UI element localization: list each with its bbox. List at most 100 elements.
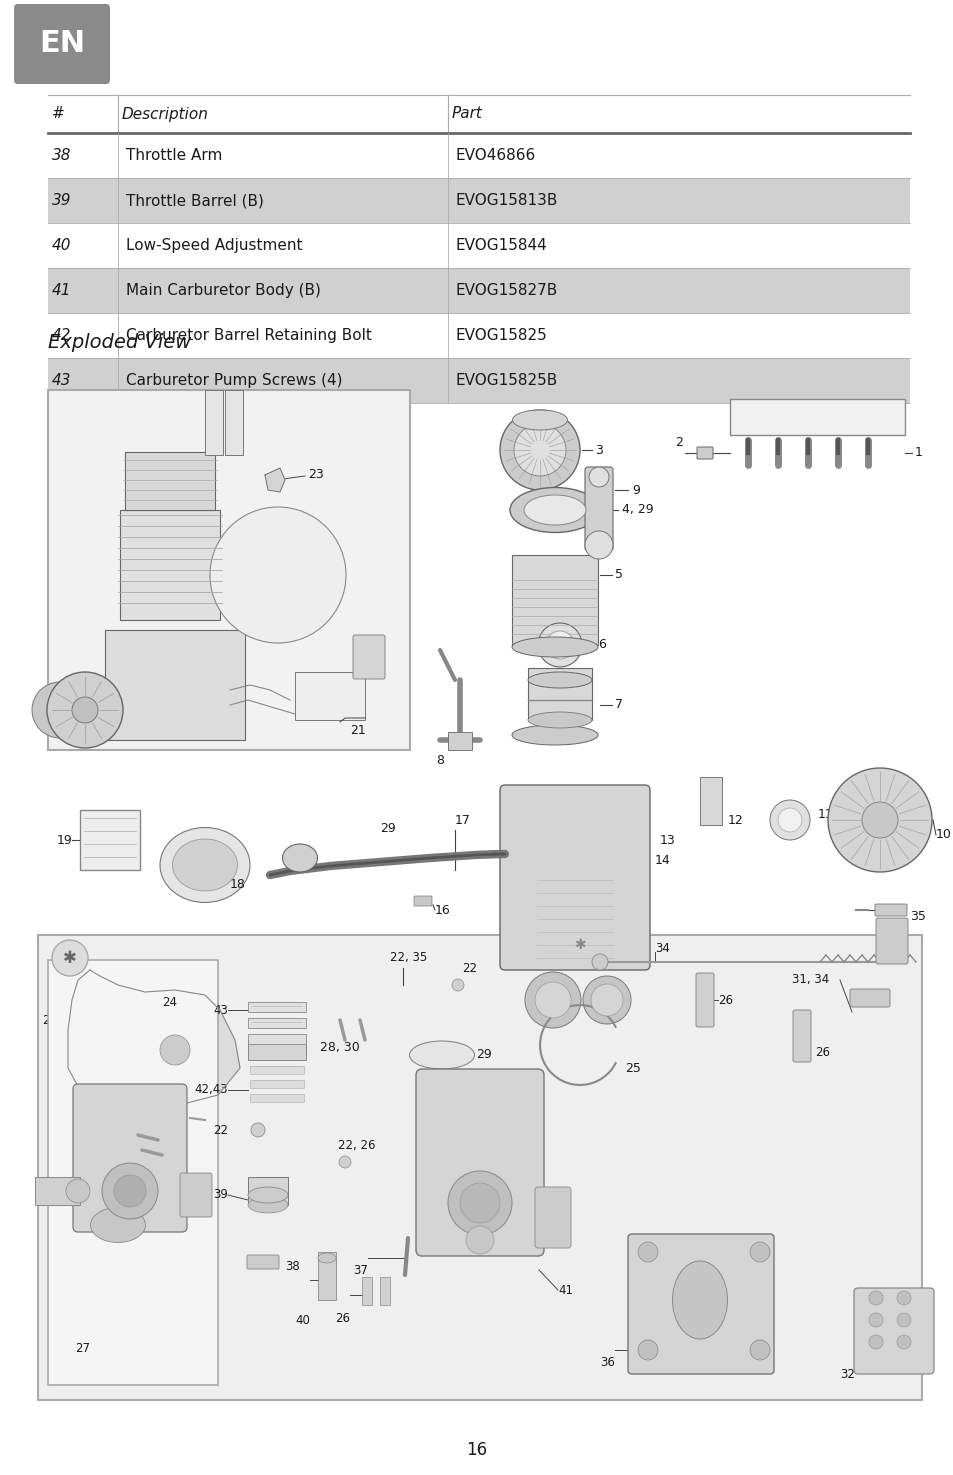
- Text: 13: 13: [659, 833, 675, 847]
- Ellipse shape: [282, 844, 317, 872]
- Text: 29: 29: [379, 822, 395, 835]
- Text: 42: 42: [52, 327, 71, 344]
- FancyBboxPatch shape: [414, 895, 432, 906]
- FancyBboxPatch shape: [792, 1010, 810, 1062]
- Circle shape: [868, 1313, 882, 1328]
- FancyBboxPatch shape: [853, 1288, 933, 1375]
- Bar: [38, 935, 921, 1400]
- Text: 6: 6: [598, 639, 605, 652]
- Circle shape: [452, 979, 463, 991]
- Text: 11: 11: [817, 808, 833, 822]
- Text: 38: 38: [52, 148, 71, 164]
- Text: 19: 19: [56, 833, 71, 847]
- Text: EVOG15813B: EVOG15813B: [456, 193, 558, 208]
- Text: 22: 22: [461, 962, 476, 975]
- Text: 37: 37: [353, 1264, 368, 1276]
- Text: EN: EN: [39, 30, 85, 59]
- Circle shape: [499, 410, 579, 490]
- Ellipse shape: [672, 1261, 727, 1339]
- FancyBboxPatch shape: [627, 1235, 773, 1375]
- FancyBboxPatch shape: [696, 974, 713, 1027]
- Text: 41: 41: [52, 283, 71, 298]
- Bar: [128, 1106, 156, 1120]
- Text: 34: 34: [655, 941, 669, 954]
- Circle shape: [338, 1156, 351, 1168]
- Text: 3: 3: [595, 444, 602, 456]
- Text: 26: 26: [718, 994, 732, 1006]
- Text: Description: Description: [122, 106, 209, 121]
- Circle shape: [524, 972, 580, 1028]
- Bar: [448, 732, 472, 749]
- FancyBboxPatch shape: [849, 990, 889, 1007]
- Text: 36: 36: [599, 1356, 615, 1369]
- FancyBboxPatch shape: [73, 1084, 187, 1232]
- Polygon shape: [265, 468, 285, 493]
- Circle shape: [582, 976, 630, 1024]
- Bar: [250, 1080, 304, 1089]
- Text: 24: 24: [162, 996, 177, 1009]
- Bar: [48, 268, 909, 313]
- Text: 42,43: 42,43: [194, 1084, 228, 1096]
- Text: ✱: ✱: [63, 948, 77, 968]
- Text: 2: 2: [675, 435, 682, 448]
- Text: 8: 8: [436, 754, 443, 767]
- Ellipse shape: [317, 1252, 335, 1263]
- Text: 28, 30: 28, 30: [319, 1041, 359, 1055]
- FancyBboxPatch shape: [875, 917, 907, 965]
- Bar: [248, 1177, 288, 1205]
- Bar: [48, 389, 410, 749]
- Bar: [379, 1277, 390, 1305]
- FancyBboxPatch shape: [697, 447, 712, 459]
- Text: 15: 15: [499, 848, 516, 861]
- Circle shape: [160, 1035, 190, 1065]
- Text: 17: 17: [455, 814, 471, 826]
- Circle shape: [459, 1183, 499, 1223]
- Circle shape: [588, 468, 608, 487]
- Circle shape: [32, 681, 88, 738]
- Circle shape: [638, 1339, 658, 1360]
- Bar: [120, 510, 220, 620]
- Circle shape: [638, 1242, 658, 1263]
- Bar: [48, 313, 909, 358]
- Circle shape: [537, 622, 581, 667]
- Bar: [35, 1177, 80, 1205]
- Bar: [317, 1252, 335, 1299]
- Circle shape: [113, 1176, 146, 1207]
- Text: EVOG15844: EVOG15844: [456, 237, 547, 254]
- Ellipse shape: [510, 488, 599, 532]
- Text: #: #: [52, 106, 65, 121]
- Text: EVO46866: EVO46866: [456, 148, 536, 164]
- Circle shape: [896, 1335, 910, 1350]
- Text: 35: 35: [909, 910, 925, 922]
- Bar: [250, 1094, 304, 1102]
- Bar: [361, 1277, 372, 1305]
- Circle shape: [778, 808, 801, 832]
- Circle shape: [868, 1291, 882, 1305]
- Text: 23: 23: [308, 468, 323, 481]
- Ellipse shape: [512, 637, 598, 656]
- FancyBboxPatch shape: [535, 1187, 571, 1248]
- Circle shape: [448, 1171, 512, 1235]
- Text: Carburetor Pump Screws (4): Carburetor Pump Screws (4): [126, 373, 342, 388]
- Text: Low-Speed Adjustment: Low-Speed Adjustment: [126, 237, 302, 254]
- Circle shape: [749, 1339, 769, 1360]
- Bar: [248, 1018, 306, 1028]
- Text: 22, 26: 22, 26: [337, 1139, 375, 1152]
- Text: Throttle Barrel (B): Throttle Barrel (B): [126, 193, 264, 208]
- Circle shape: [749, 1242, 769, 1263]
- Text: 16: 16: [435, 904, 450, 916]
- Bar: [248, 1002, 306, 1012]
- Text: EVOG15825: EVOG15825: [456, 327, 547, 344]
- Text: 39: 39: [52, 193, 71, 208]
- Circle shape: [592, 954, 607, 971]
- Text: 9: 9: [631, 484, 639, 497]
- Bar: [48, 178, 909, 223]
- Bar: [48, 960, 218, 1385]
- Bar: [205, 389, 223, 454]
- Circle shape: [102, 1162, 158, 1218]
- Text: 1: 1: [914, 447, 922, 460]
- FancyBboxPatch shape: [874, 904, 906, 916]
- Text: Exploded View: Exploded View: [48, 333, 191, 353]
- Text: Throttle Arm: Throttle Arm: [126, 148, 222, 164]
- Text: 31, 34: 31, 34: [791, 974, 828, 987]
